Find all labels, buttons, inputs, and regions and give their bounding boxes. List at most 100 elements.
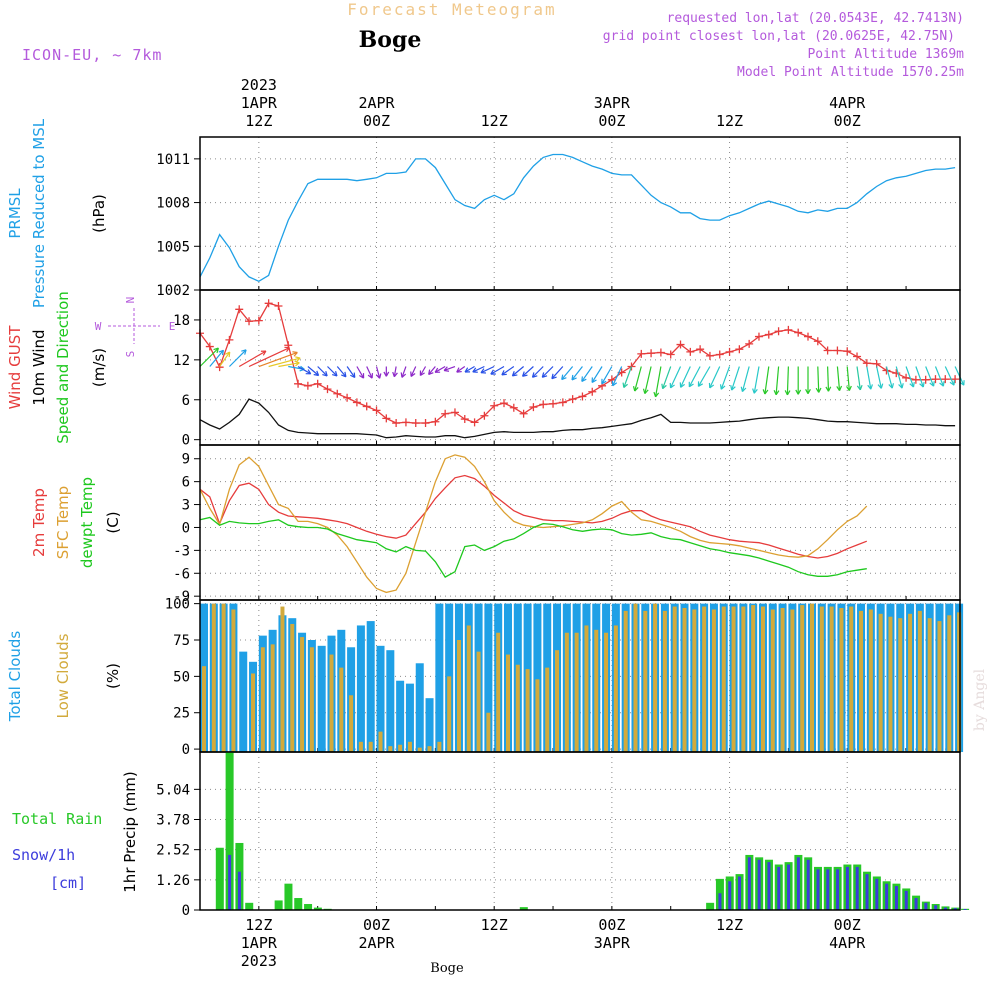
wind-arrow <box>611 366 623 387</box>
bar-low-clouds <box>839 608 844 752</box>
gust-marker <box>225 335 234 344</box>
panel-label: 10m Wind <box>30 329 48 405</box>
bar-low-clouds <box>476 651 481 752</box>
gust-marker <box>529 403 538 412</box>
gust-marker <box>431 417 440 426</box>
y-tick-label: 1.26 <box>156 873 190 889</box>
panel-label: [cm] <box>50 874 86 892</box>
y-tick-label: 1005 <box>156 239 190 255</box>
gust-marker <box>392 419 401 428</box>
bar-low-clouds <box>623 610 628 752</box>
wind-arrow <box>805 366 811 394</box>
wind-arrow <box>688 366 701 388</box>
wind-arrow <box>708 366 721 389</box>
gust-marker <box>500 399 508 408</box>
time-label-bottom: 00Z <box>598 916 625 934</box>
bar-low-clouds <box>702 606 707 752</box>
bar-low-clouds <box>270 644 275 752</box>
gust-marker <box>323 385 332 394</box>
panel-wind: 0 6 12 18 Wind GUST 10m Wind Speed and Directi… <box>6 289 965 449</box>
panel-label: dewpt Temp <box>78 477 96 568</box>
bar-low-clouds <box>662 610 667 752</box>
bar-low-clouds <box>545 667 550 752</box>
bar-snow-1h <box>718 893 722 910</box>
bar-low-clouds <box>574 632 579 752</box>
y-tick-label: 100 <box>165 597 190 613</box>
bar-low-clouds <box>682 608 687 752</box>
bar-snow-1h <box>963 909 967 910</box>
bar-low-clouds <box>506 654 510 752</box>
bar-total-clouds <box>356 625 365 752</box>
bar-low-clouds <box>368 741 373 752</box>
time-label-top: 00Z <box>363 112 390 130</box>
wind-arrow <box>815 366 822 393</box>
gust-marker <box>656 348 665 357</box>
gust-marker <box>460 415 469 424</box>
y-tick-label: 0 <box>182 903 190 919</box>
requested-coords: requested lon,lat (20.0543E, 42.7413N) <box>667 11 964 26</box>
panel-label: (hPa) <box>90 194 108 233</box>
gust-marker <box>558 398 567 407</box>
y-tick-label: 18 <box>173 313 190 329</box>
model-altitude: Model Point Altitude 1570.25m <box>737 65 964 80</box>
bar-low-clouds <box>388 746 393 752</box>
bar-low-clouds <box>398 744 403 752</box>
bar-total-clouds <box>484 603 493 752</box>
wind-arrow <box>581 366 593 382</box>
time-label-top: 3APR <box>594 94 631 112</box>
wind-arrow <box>327 366 338 377</box>
wind-arrow <box>522 366 534 377</box>
wind-arrow <box>762 366 770 395</box>
panel-pressure: 1002 1005 1008 1011 PRMSL Pressure Reduced to… <box>6 118 961 308</box>
wind-arrow <box>456 366 466 373</box>
gust-marker <box>794 328 803 337</box>
wind-arrow <box>346 366 356 379</box>
panel-label: Pressure Reduced to MSL <box>30 118 48 308</box>
gust-marker <box>333 389 342 398</box>
bar-snow-1h <box>816 869 820 910</box>
bar-low-clouds <box>770 609 775 752</box>
gust-marker <box>578 392 587 401</box>
bar-low-clouds <box>604 632 609 752</box>
wind-arrow <box>392 366 398 378</box>
wind-arrow <box>661 366 672 390</box>
wind-arrow <box>885 366 895 389</box>
y-tick-label: 1002 <box>156 283 190 299</box>
bar-snow-1h <box>845 866 849 910</box>
y-tick-label: 9 <box>182 452 190 468</box>
bar-low-clouds <box>555 650 560 752</box>
series-line-2m-temp <box>199 474 868 559</box>
bar-low-clouds <box>633 603 638 752</box>
gust-marker <box>421 419 430 428</box>
panel-precip: 0 1.26 2.52 3.78 5.04 Total Rain Snow/1h [cm] 1h… <box>12 751 970 919</box>
bar-snow-1h <box>728 881 732 910</box>
bar-total-rain <box>284 883 293 910</box>
wind-arrow <box>443 365 456 372</box>
wind-arrow <box>752 366 760 394</box>
gust-marker <box>549 399 558 408</box>
panel-label: (C) <box>104 511 122 533</box>
y-tick-label: 5.04 <box>156 782 190 798</box>
bar-low-clouds <box>780 608 785 752</box>
gust-marker <box>235 305 244 314</box>
bar-low-clouds <box>594 629 599 752</box>
bar-low-clouds <box>515 664 520 752</box>
bar-low-clouds <box>280 606 285 752</box>
panel-label: (%) <box>104 663 122 689</box>
wind-arrow <box>730 366 740 391</box>
gust-marker <box>921 375 930 384</box>
time-label-top: 2023 <box>241 76 277 94</box>
wind-arrow <box>856 366 863 391</box>
y-tick-label: -3 <box>173 543 190 559</box>
bar-low-clouds <box>447 676 452 752</box>
wind-arrow <box>934 366 945 387</box>
bar-low-clouds <box>819 606 824 752</box>
y-tick-label: 0 <box>182 520 190 536</box>
svg-text:S: S <box>124 351 137 358</box>
gust-marker <box>745 339 754 348</box>
bar-low-clouds <box>760 606 765 752</box>
wind-arrow <box>228 349 247 367</box>
gust-marker <box>519 409 528 418</box>
